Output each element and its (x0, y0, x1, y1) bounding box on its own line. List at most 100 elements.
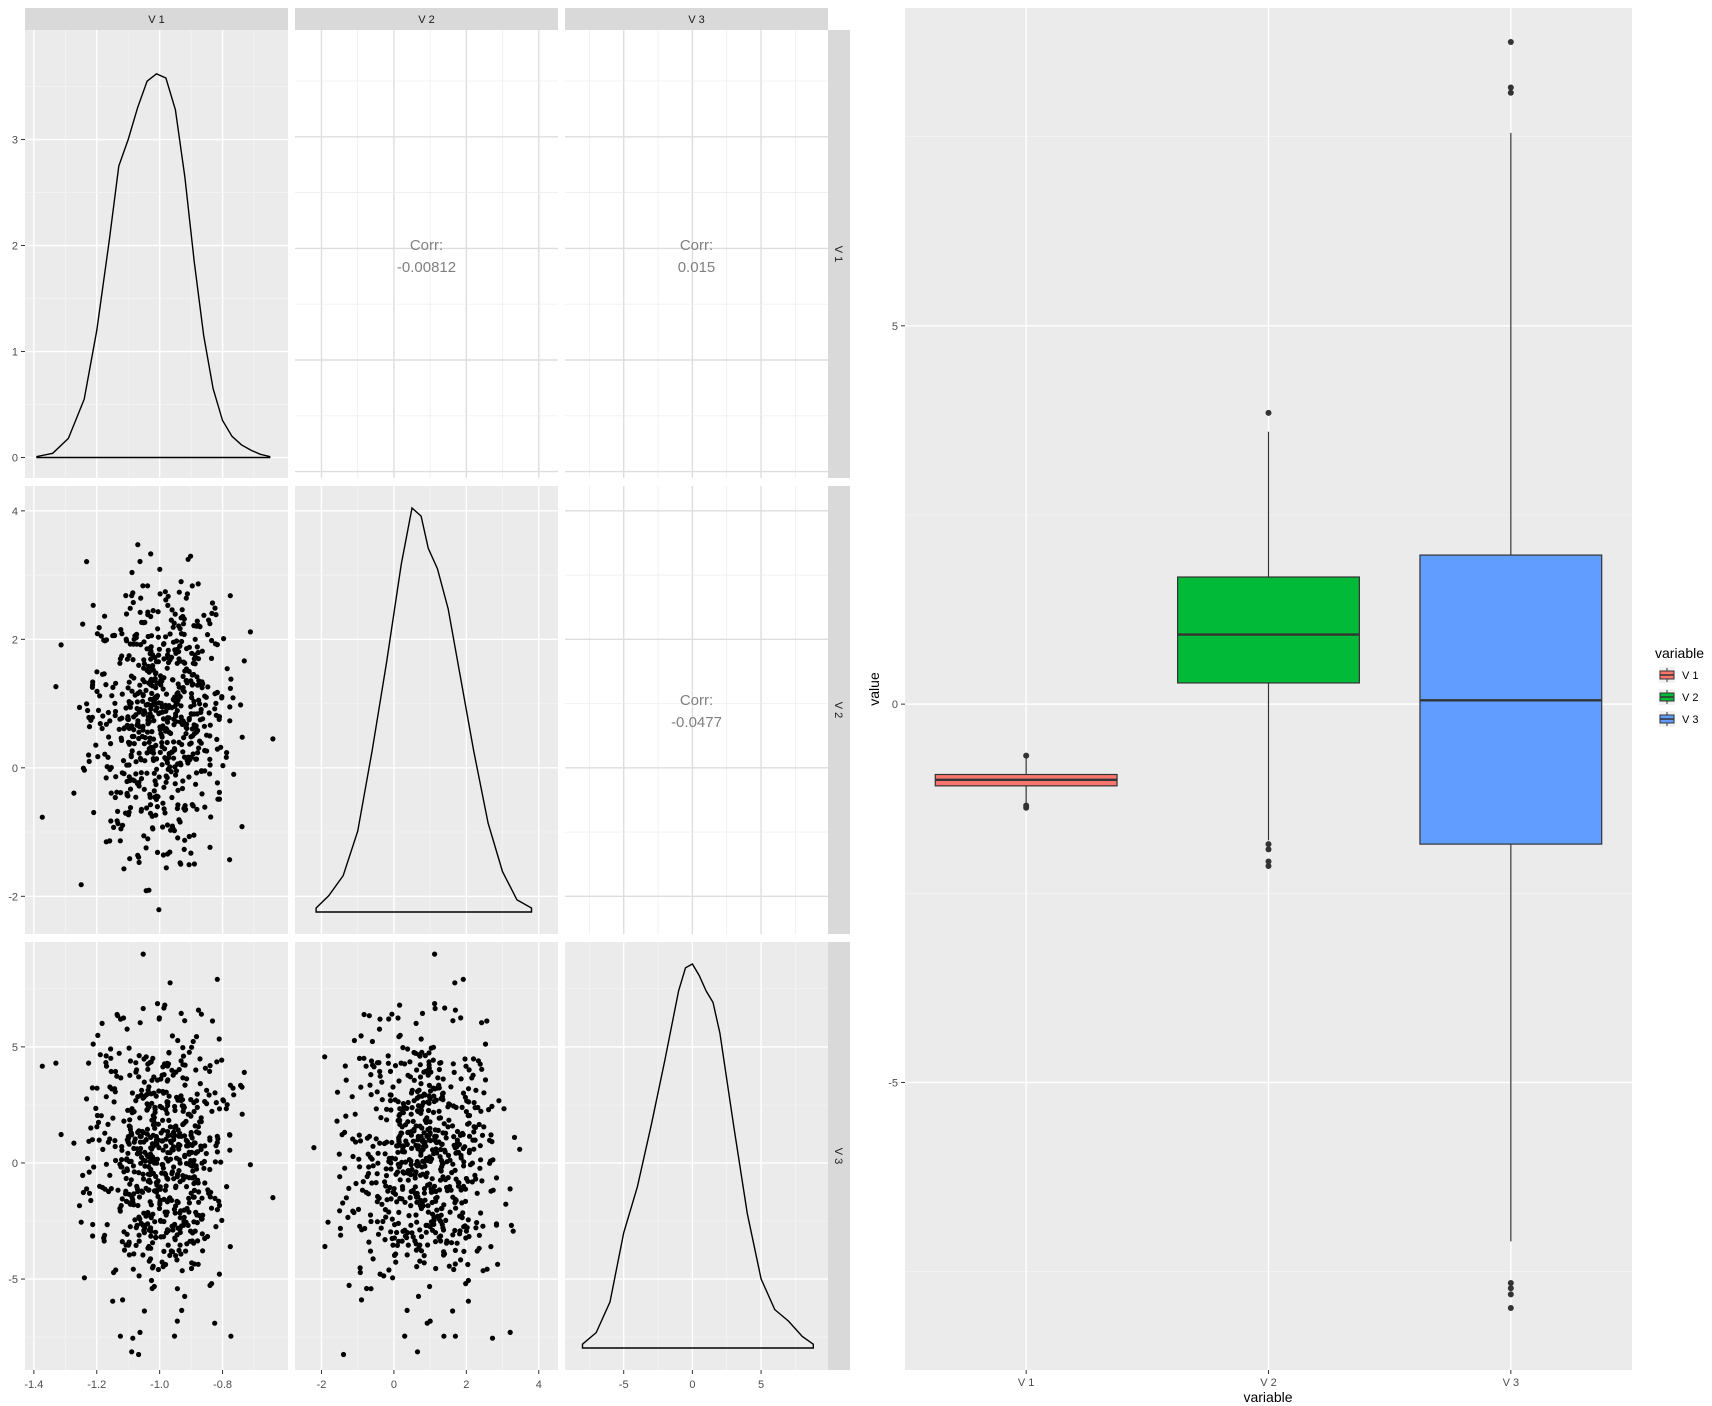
scatter-point (130, 1163, 136, 1169)
scatter-point (179, 607, 185, 613)
scatter-point (132, 692, 138, 698)
scatter-point (472, 1172, 478, 1178)
scatter-point (115, 1187, 121, 1193)
scatter-point (426, 1050, 432, 1056)
scatter-point (376, 1026, 383, 1032)
scatter-point (177, 643, 183, 649)
scatter-point (413, 1212, 419, 1218)
scatter-point (195, 1261, 201, 1267)
scatter-point (195, 1177, 201, 1183)
y-tick-label: 5 (12, 1042, 18, 1054)
scatter-point (97, 1052, 103, 1058)
scatter-point (386, 1016, 392, 1022)
scatter-point (163, 726, 169, 732)
scatter-point (103, 775, 109, 781)
scatter-point (391, 1235, 397, 1241)
scatter-point (111, 824, 117, 831)
scatter-point (155, 1178, 161, 1184)
scatter-point (143, 845, 149, 851)
scatter-point (437, 1115, 444, 1121)
scatter-point (103, 839, 109, 845)
scatter-point (86, 1060, 92, 1066)
scatter-point (373, 1180, 379, 1186)
scatter-point (489, 1335, 496, 1341)
scatter-point (153, 1173, 159, 1180)
scatter-point (440, 1130, 446, 1136)
scatter-point (450, 1232, 456, 1238)
scatter-point (389, 1139, 395, 1146)
scatter-point (270, 736, 276, 742)
scatter-point (343, 1195, 349, 1201)
scatter-point (175, 802, 181, 808)
scatter-point (419, 1010, 426, 1017)
scatter-point (126, 1123, 132, 1129)
scatter-point (479, 1178, 485, 1184)
scatter-point (105, 1121, 111, 1127)
scatter-point (204, 1087, 210, 1093)
scatter-point (136, 1351, 142, 1358)
scatter-point (488, 1188, 494, 1194)
scatter-point (450, 1061, 456, 1067)
scatter-point (204, 748, 210, 754)
scatter-point (112, 794, 118, 801)
scatter-point (194, 1104, 200, 1110)
scatter-point (71, 790, 77, 796)
scatter-point (164, 717, 170, 723)
scatter-point (388, 1166, 394, 1172)
scatter-point (128, 723, 135, 729)
scatter-point (473, 1225, 479, 1231)
scatter-point (224, 750, 230, 756)
scatter-point (415, 1293, 422, 1299)
scatter-point (396, 1238, 402, 1244)
scatter-point (160, 1147, 166, 1153)
scatter-point (159, 762, 165, 768)
scatter-point (169, 794, 175, 801)
scatter-point (123, 705, 129, 711)
scatter-point (488, 1132, 494, 1138)
scatter-point (212, 1320, 218, 1326)
scatter-point (165, 1077, 171, 1083)
scatter-point (421, 1186, 428, 1192)
scatter-point (96, 1137, 102, 1143)
scatter-point (463, 1281, 469, 1287)
scatter-point (164, 1199, 170, 1205)
scatter-point (158, 1218, 164, 1224)
scatter-point (425, 1242, 431, 1248)
scatter-point (178, 1010, 184, 1017)
scatter-point (39, 1063, 45, 1069)
scatter-point (141, 708, 147, 714)
scatter-point (388, 1107, 394, 1113)
scatter-point (182, 660, 188, 666)
scatter-point (215, 1136, 221, 1142)
scatter-point (238, 702, 244, 708)
scatter-point (107, 1172, 113, 1178)
scatter-point (159, 1105, 165, 1111)
scatter-point (470, 1056, 477, 1062)
scatter-point (126, 774, 132, 780)
scatter-point (458, 1155, 464, 1161)
scatter-point (137, 609, 143, 615)
scatter-point (136, 859, 142, 866)
scatter-point (153, 707, 159, 713)
scatter-point (493, 1175, 500, 1181)
scatter-point (438, 1168, 444, 1174)
scatter-point (458, 1257, 464, 1263)
scatter-point (163, 1261, 169, 1268)
scatter-point (470, 1072, 476, 1078)
scatter-point (128, 673, 134, 679)
scatter-point (175, 787, 181, 793)
scatter-point (130, 1266, 136, 1272)
scatter-point (178, 1208, 184, 1214)
scatter-point (202, 1065, 208, 1071)
scatter-point (165, 1128, 171, 1135)
scatter-point (112, 700, 118, 706)
scatter-point (196, 1199, 202, 1205)
scatter-point (137, 558, 143, 565)
scatter-point (161, 784, 167, 790)
scatter-point (208, 655, 215, 662)
scatter-point (123, 1188, 129, 1194)
scatter-point (449, 1170, 455, 1176)
scatter-point (151, 698, 157, 704)
scatter-point (157, 673, 164, 679)
